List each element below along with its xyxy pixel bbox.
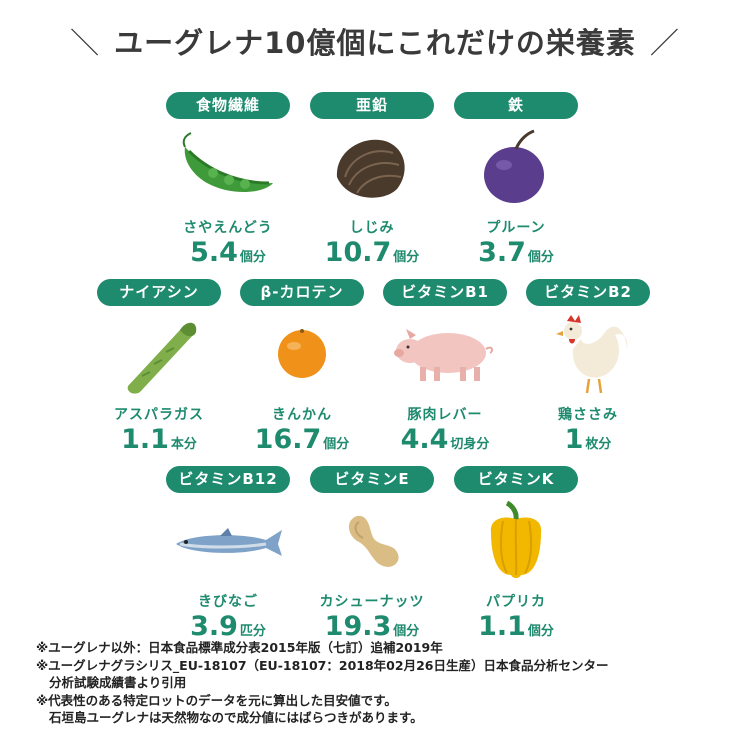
nutrient-label: ビタミンB2 [526,279,650,306]
pig-icon [383,306,507,402]
amount-unit: 個分 [393,250,420,265]
nutrient-label: ビタミンK [454,466,578,493]
food-name: さやえんどう [183,220,273,236]
amount: 3.7 個分 [454,237,578,268]
amount-unit: 匹分 [239,624,266,639]
food-name: カシューナッツ [319,594,425,610]
amount-unit: 個分 [527,250,554,265]
amount: 3.9 匹分 [166,611,290,642]
amount-unit: 個分 [239,250,266,265]
asparagus-icon [97,306,221,402]
nutrient-label: ビタミンB1 [383,279,507,306]
food-name: プルーン [486,220,546,236]
nutrient-label: β-カロテン [240,279,364,306]
amount-number: 3.9 [190,611,238,642]
amount-unit: 切身分 [450,437,490,452]
amount: 19.3 個分 [310,611,434,642]
nutrient-card: β-カロテン きんかん 16.7 個分 [240,279,364,455]
amount: 1.1 本分 [97,424,221,455]
footnote: 分析試験成績書より引用 [49,675,187,690]
amount-number: 5.4 [190,237,238,268]
amount-unit: 個分 [393,624,420,639]
amount-unit: 個分 [323,437,350,452]
chicken-icon [526,306,650,402]
nutrient-label: 亜鉛 [310,92,434,119]
footnote: 石垣島ユーグレナは天然物なので成分値にはばらつきがあります。 [49,710,423,725]
snow-pea-icon [166,119,290,215]
food-name: アスパラガス [114,407,204,423]
title-text: ユーグレナ10億個にこれだけの栄養素 [114,26,636,60]
amount-number: 3.7 [478,237,526,268]
nutrient-label: ビタミンE [310,466,434,493]
prune-icon [454,119,578,215]
cashew-icon [310,493,434,589]
title-right-slash: ／ [649,26,680,60]
nutrient-card: 亜鉛 しじみ 10.7 個分 [310,92,434,268]
food-name: 豚肉レバー [407,407,483,423]
footnote: ※ユーグレナグラシリス_EU-18107（EU-18107：2018年02月26… [36,657,609,673]
paprika-icon [454,493,578,589]
amount: 16.7 個分 [240,424,364,455]
amount-number: 1.1 [121,424,169,455]
amount: 1 枚分 [526,424,650,455]
amount-number: 1 [564,424,584,455]
nutrient-card: ビタミンB2 鶏ささみ 1 枚分 [526,279,650,455]
amount-unit: 個分 [527,624,554,639]
footnotes: ※ユーグレナ以外：日本食品標準成分表2015年版（七訂）追補2019年 ※ユーグ… [36,639,726,727]
footnote: ※ユーグレナ以外：日本食品標準成分表2015年版（七訂）追補2019年 [36,640,443,655]
nutrient-card: 食物繊維 さやえんどう 5.4 個分 [166,92,290,268]
nutrient-label: 鉄 [454,92,578,119]
food-name: きんかん [272,407,332,423]
page-title: ＼ ユーグレナ10億個にこれだけの栄養素 ／ [0,20,750,62]
footnote: ※代表性のある特定ロットのデータを元に算出した目安値です。 [36,692,397,708]
amount-number: 16.7 [254,424,322,455]
amount-number: 1.1 [478,611,526,642]
amount: 10.7 個分 [310,237,434,268]
amount: 1.1 個分 [454,611,578,642]
nutrient-label: ビタミンB12 [166,466,290,493]
nutrient-card: ナイアシン アスパラガス 1.1 本分 [97,279,221,455]
amount-unit: 枚分 [585,437,612,452]
nutrient-card: 鉄 プルーン 3.7 個分 [454,92,578,268]
amount-number: 19.3 [324,611,392,642]
fish-icon [166,493,290,589]
food-name: しじみ [349,220,395,236]
kumquat-icon [240,306,364,402]
nutrient-card: ビタミンB12 きびなご 3.9 匹分 [166,466,290,642]
title-left-slash: ＼ [70,26,101,60]
amount: 5.4 個分 [166,237,290,268]
food-name: パプリカ [486,594,546,610]
nutrient-label: 食物繊維 [166,92,290,119]
clam-icon [310,119,434,215]
nutrient-card: ビタミンK パプリカ 1.1 個分 [454,466,578,642]
amount-number: 10.7 [324,237,392,268]
nutrient-card: ビタミンB1 豚肉レバー 4.4 切身分 [383,279,507,455]
nutrient-label: ナイアシン [97,279,221,306]
amount-number: 4.4 [400,424,449,455]
food-name: 鶏ささみ [558,407,618,423]
nutrient-card: ビタミンE カシューナッツ 19.3 個分 [310,466,434,642]
amount-unit: 本分 [170,437,197,452]
amount: 4.4 切身分 [383,424,507,455]
food-name: きびなご [198,594,258,610]
